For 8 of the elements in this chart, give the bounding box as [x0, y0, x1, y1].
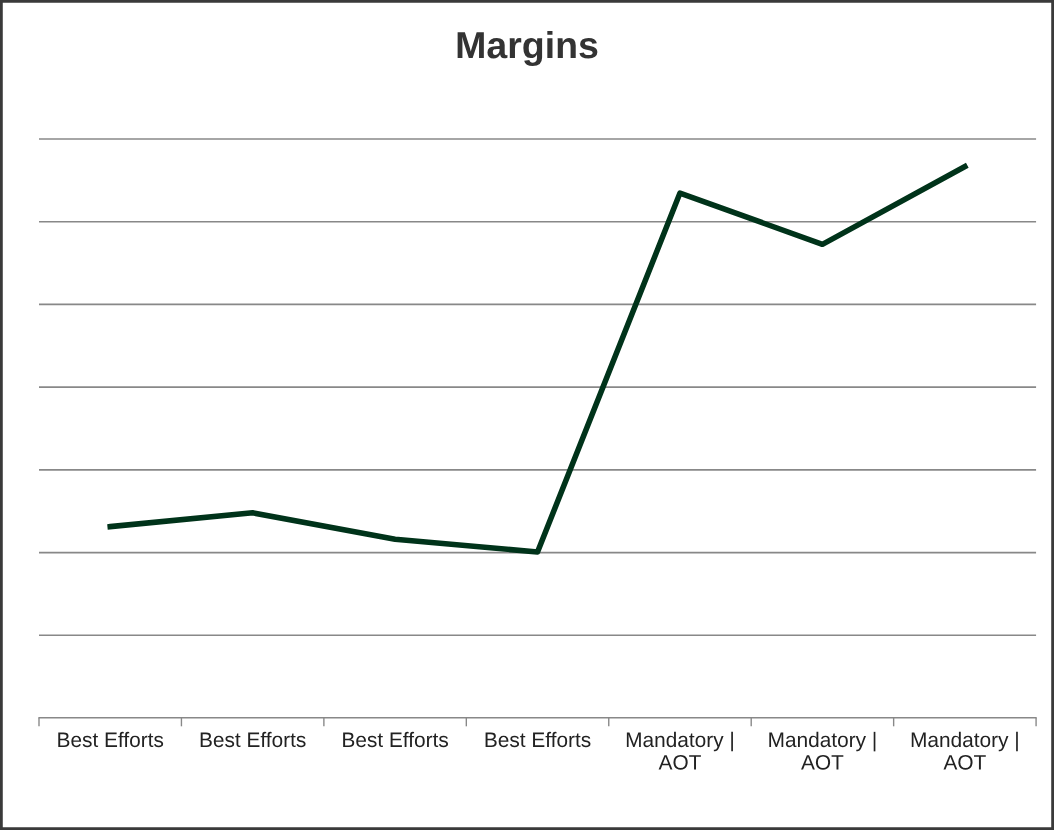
- x-tick-label: Mandatory | AOT: [769, 731, 876, 770]
- x-tick-label: Best Efforts: [200, 731, 306, 748]
- x-tick-label: Mandatory | AOT: [626, 731, 733, 770]
- x-tick-label: Mandatory | AOT: [911, 731, 1018, 770]
- x-tick-label: Best Efforts: [58, 731, 164, 748]
- x-tick-label: Best Efforts: [343, 731, 449, 748]
- x-tick-label: Best Efforts: [485, 731, 591, 748]
- chart-title: Margins: [457, 30, 598, 67]
